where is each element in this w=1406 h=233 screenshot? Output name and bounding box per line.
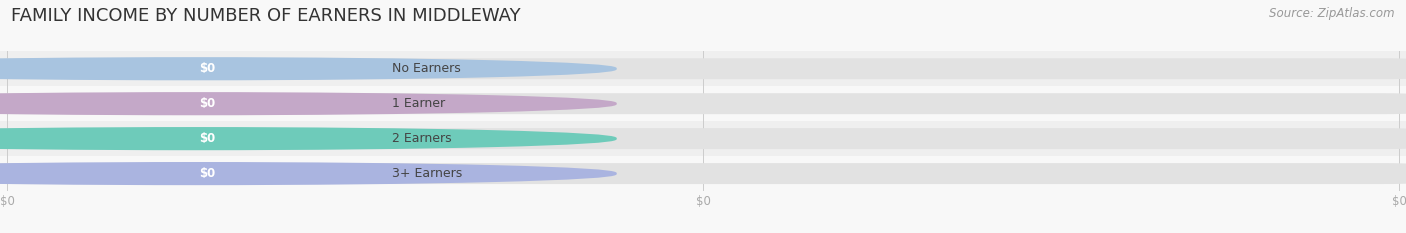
Text: 3+ Earners: 3+ Earners xyxy=(392,167,463,180)
FancyBboxPatch shape xyxy=(0,58,1406,79)
Text: $0: $0 xyxy=(200,62,215,75)
FancyBboxPatch shape xyxy=(0,163,1406,184)
Text: 2 Earners: 2 Earners xyxy=(392,132,451,145)
Text: $0: $0 xyxy=(200,97,215,110)
Bar xyxy=(0,156,1406,191)
Circle shape xyxy=(0,163,616,184)
Circle shape xyxy=(0,58,616,79)
FancyBboxPatch shape xyxy=(7,129,222,149)
FancyBboxPatch shape xyxy=(7,59,222,79)
Circle shape xyxy=(0,128,616,149)
Bar xyxy=(0,51,1406,86)
Text: $0: $0 xyxy=(200,167,215,180)
Bar xyxy=(0,121,1406,156)
FancyBboxPatch shape xyxy=(0,128,1406,149)
Text: FAMILY INCOME BY NUMBER OF EARNERS IN MIDDLEWAY: FAMILY INCOME BY NUMBER OF EARNERS IN MI… xyxy=(11,7,520,25)
Text: 1 Earner: 1 Earner xyxy=(392,97,444,110)
FancyBboxPatch shape xyxy=(7,93,222,114)
FancyBboxPatch shape xyxy=(0,93,1406,114)
Text: Source: ZipAtlas.com: Source: ZipAtlas.com xyxy=(1270,7,1395,20)
Text: $0: $0 xyxy=(200,132,215,145)
Circle shape xyxy=(0,93,616,114)
Bar xyxy=(0,86,1406,121)
FancyBboxPatch shape xyxy=(7,164,222,184)
Text: No Earners: No Earners xyxy=(392,62,461,75)
